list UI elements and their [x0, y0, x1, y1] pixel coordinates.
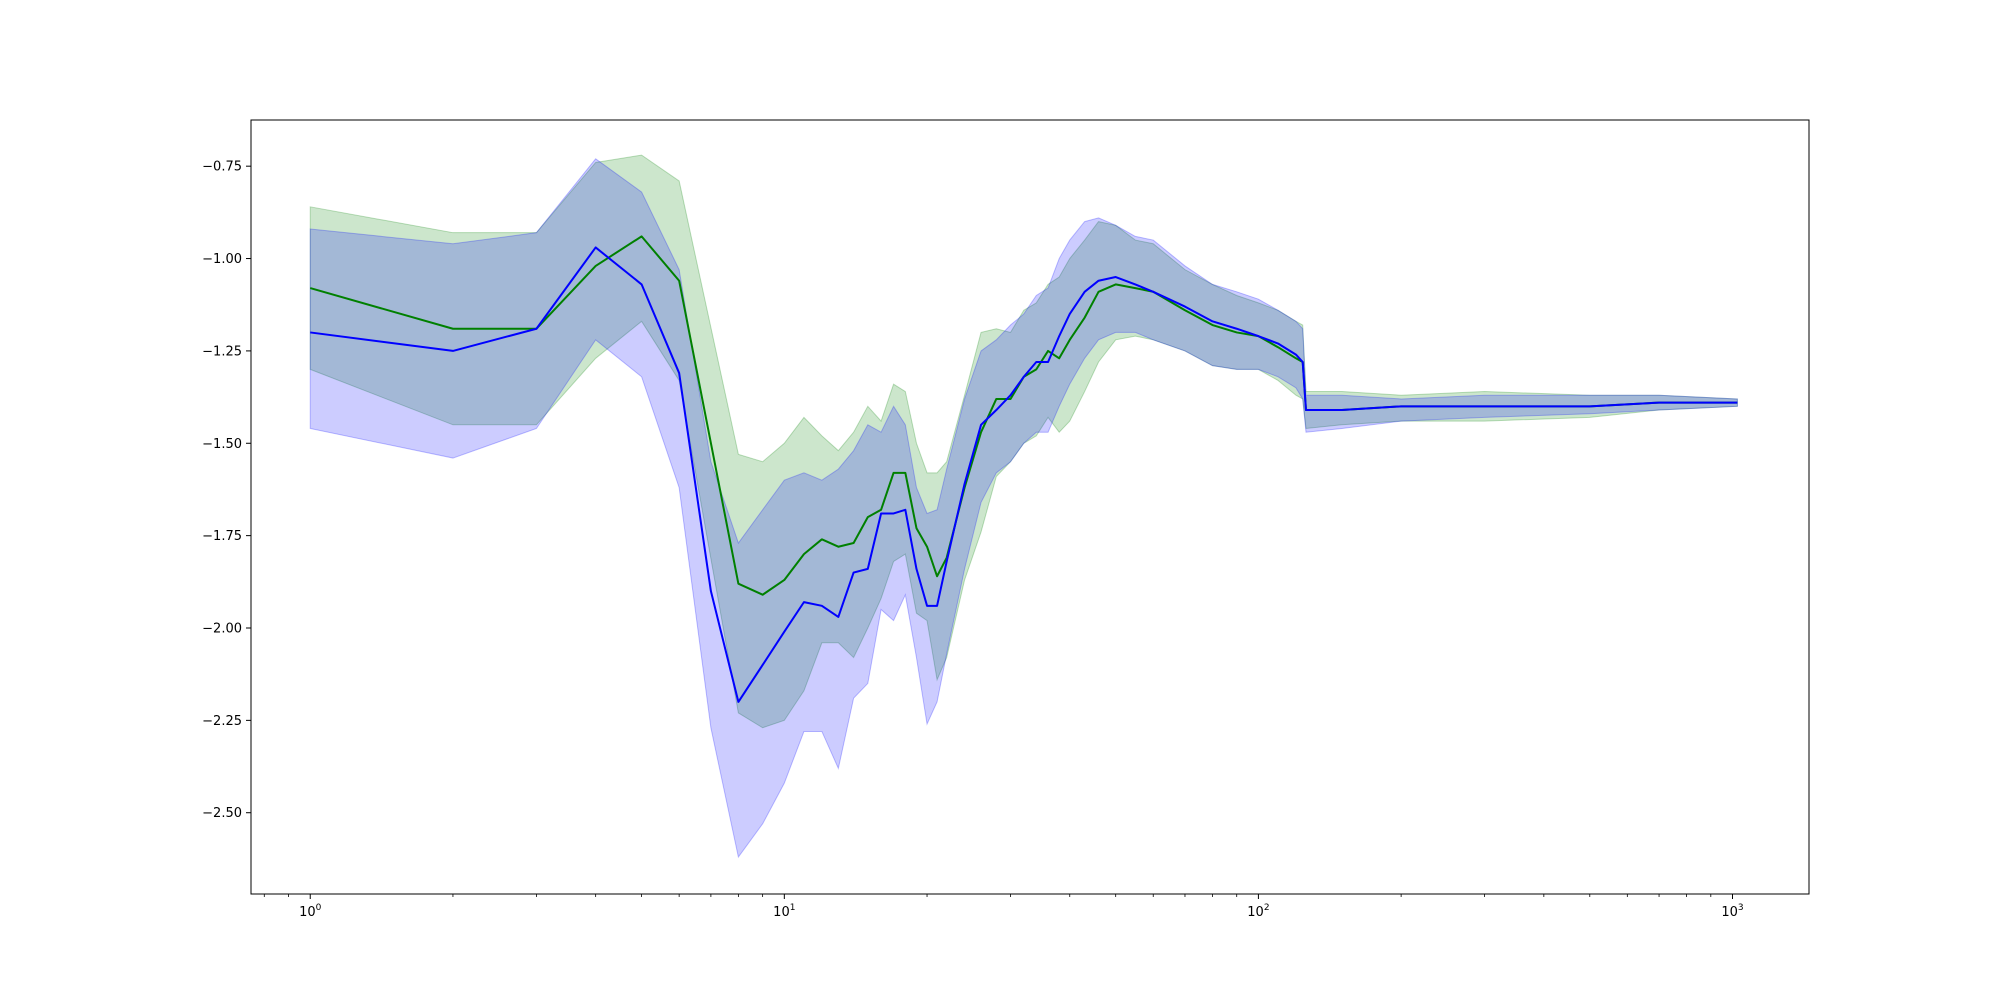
x-tick-label: 101 — [773, 903, 795, 920]
y-tick-label: −2.50 — [202, 806, 242, 821]
y-tick-label: −1.50 — [202, 437, 242, 452]
series-2-band — [309, 158, 1738, 859]
series-1-band — [309, 154, 1738, 729]
x-tick-label: 102 — [1247, 903, 1269, 920]
series-2-line — [310, 246, 1738, 703]
plot-area-frame — [250, 119, 1810, 895]
y-tick-label: −1.25 — [202, 344, 242, 359]
x-tick-label: 100 — [299, 903, 322, 920]
x-tick-label: 103 — [1721, 903, 1743, 920]
confidence-bands — [309, 154, 1738, 859]
y-tick-label: −2.00 — [202, 621, 242, 636]
x-axis: 100 101 102 103 — [263, 894, 1744, 920]
y-tick-label: −1.00 — [202, 252, 242, 267]
series-lines — [309, 235, 1738, 703]
y-tick-label: −2.25 — [202, 714, 242, 729]
y-tick-label: −1.75 — [202, 529, 242, 544]
y-axis: −0.75 −1.00 −1.25 −1.50 −1.75 −2.00 −2.25 −2.50 — [202, 160, 251, 821]
y-tick-label: −0.75 — [202, 160, 242, 175]
series-1-line — [309, 235, 1738, 596]
